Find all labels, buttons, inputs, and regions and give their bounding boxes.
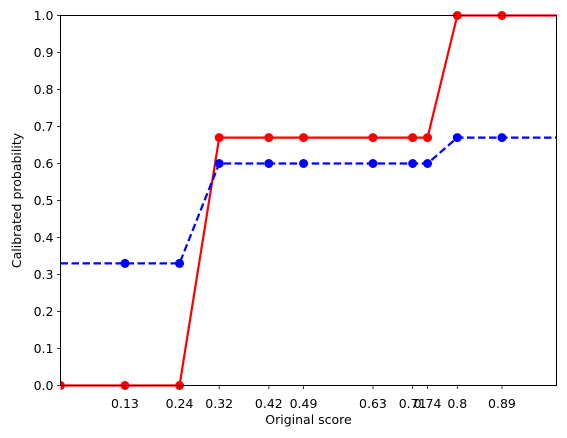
plot-background <box>60 15 557 386</box>
data-point <box>368 159 378 168</box>
y-axis-title: Calibrated probability <box>9 132 24 268</box>
data-point <box>408 159 418 168</box>
data-point <box>423 133 433 143</box>
data-point <box>299 133 309 143</box>
x-tick-label: 0.71 <box>399 396 427 411</box>
series-2 <box>60 133 557 268</box>
data-point <box>214 159 224 168</box>
data-point <box>452 133 462 143</box>
y-tick-label: 0.7 <box>34 119 54 134</box>
data-point <box>299 159 309 168</box>
y-tick-label: 0.9 <box>34 45 54 60</box>
x-tick-label: 0.63 <box>359 396 387 411</box>
data-point <box>175 258 185 268</box>
y-axis: 0.0 0.1 0.2 0.3 0.4 0.5 0.6 0.7 0.8 0.9 1.0 <box>34 8 61 393</box>
data-point <box>497 133 507 143</box>
x-tick-label: 0.89 <box>488 396 516 411</box>
x-axis: 0.13 0.24 0.32 0.42 0.49 0.63 0.710.74 0.8 0.89 <box>111 385 516 411</box>
data-point <box>408 133 418 143</box>
series-line <box>60 136 557 265</box>
data-point <box>423 159 433 168</box>
x-tick-label: 0.13 <box>111 396 139 411</box>
data-point <box>264 159 274 168</box>
y-tick-label: 0.3 <box>34 267 54 282</box>
y-tick-label: 0.1 <box>34 341 54 356</box>
x-tick-label: 0.42 <box>255 396 283 411</box>
x-tick-label: 0.24 <box>166 396 194 411</box>
y-tick-label: 1.0 <box>34 8 54 23</box>
data-point <box>214 133 224 143</box>
x-tick-label: 0.74 <box>414 396 442 411</box>
y-tick-label: 0.2 <box>34 304 54 319</box>
y-tick-label: 0.8 <box>34 82 54 97</box>
data-point <box>368 133 378 143</box>
plot-area <box>60 11 557 390</box>
x-tick-label: 0.8 <box>447 396 467 411</box>
y-tick-label: 0.6 <box>34 156 54 171</box>
x-axis-title: Original score <box>265 412 352 427</box>
y-tick-label: 0.0 <box>34 378 54 393</box>
data-point <box>264 133 274 143</box>
data-point <box>120 258 130 268</box>
x-tick-label: 0.32 <box>205 396 233 411</box>
x-tick-label: 0.49 <box>290 396 318 411</box>
y-tick-label: 0.4 <box>34 230 54 245</box>
y-tick-label: 0.5 <box>34 193 54 208</box>
